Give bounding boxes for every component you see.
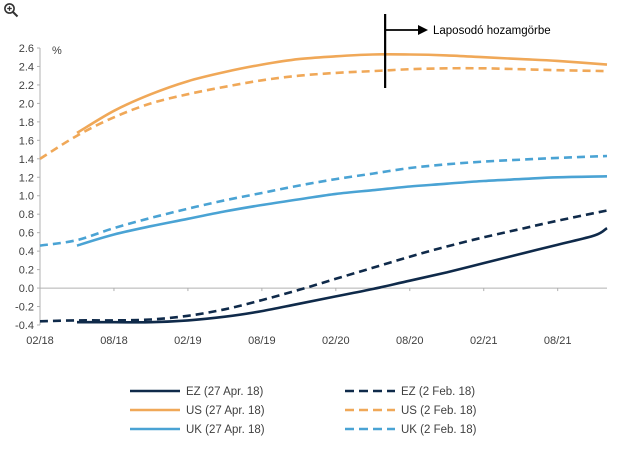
legend-label: US (27 Apr. 18) [186, 405, 265, 417]
zoom-in-icon-graphic [4, 3, 19, 18]
series-line-ez-dashed [39, 209, 608, 323]
x-tick-label: 08/18 [100, 335, 128, 347]
y-tick-label: 0.8 [19, 209, 34, 221]
y-axis-unit-label: % [52, 45, 62, 57]
x-tick-label: 08/21 [544, 335, 572, 347]
series-line-us-solid [76, 53, 608, 135]
annotation: Laposodó hozamgörbe [384, 14, 551, 88]
legend-label: EZ (27 Apr. 18) [186, 386, 264, 398]
x-tick-label: 02/19 [174, 335, 202, 347]
series-line-uk-dashed [39, 154, 608, 247]
x-tick-label: 02/20 [322, 335, 350, 347]
zoom-in-icon[interactable] [3, 2, 19, 18]
legend: EZ (27 Apr. 18) EZ (2 Feb. 18) US (27 Apr.… [130, 386, 477, 436]
y-tick-label: 0.2 [19, 265, 34, 277]
y-tick-label: 1.2 [19, 172, 34, 184]
series-line-ez-solid [77, 226, 608, 324]
y-tick-label: 2.0 [19, 98, 34, 110]
y-tick-label: 0.4 [19, 246, 34, 258]
x-tick-label: 08/19 [248, 335, 276, 347]
legend-label: UK (27 Apr. 18) [186, 424, 265, 436]
y-tick-label: 1.8 [19, 117, 34, 129]
y-tick-label: 2.4 [19, 61, 34, 73]
y-tick-label: 0.6 [19, 228, 34, 240]
y-tick-label: 1.6 [19, 135, 34, 147]
series-line-uk-solid [76, 175, 608, 247]
annotation-arrow-head [418, 25, 428, 35]
legend-label: EZ (2 Feb. 18) [401, 386, 475, 398]
y-tick-label: 1.4 [19, 154, 34, 166]
y-tick-label: -0.4 [15, 320, 34, 332]
y-tick-label: -0.2 [15, 302, 34, 314]
legend-label: US (2 Feb. 18) [401, 405, 477, 417]
axes: -0.4 -0.2 0.0 0.2 0.4 0.6 0.8 1.0 1.2 1.4 1.6 1.8 2.… [15, 43, 607, 347]
x-tick-label: 02/18 [26, 335, 54, 347]
y-tick-label: 1.0 [19, 191, 34, 203]
series-lines [39, 53, 608, 324]
series-line-us-dashed [39, 66, 608, 160]
y-tick-label: 2.2 [19, 80, 34, 92]
annotation-label: Laposodó hozamgörbe [433, 25, 551, 37]
y-tick-label: 0.0 [19, 283, 34, 295]
x-tick-label: 02/21 [470, 335, 498, 347]
y-tick-label: 2.6 [19, 43, 34, 55]
x-tick-label: 08/20 [396, 335, 424, 347]
legend-label: UK (2 Feb. 18) [401, 424, 477, 436]
